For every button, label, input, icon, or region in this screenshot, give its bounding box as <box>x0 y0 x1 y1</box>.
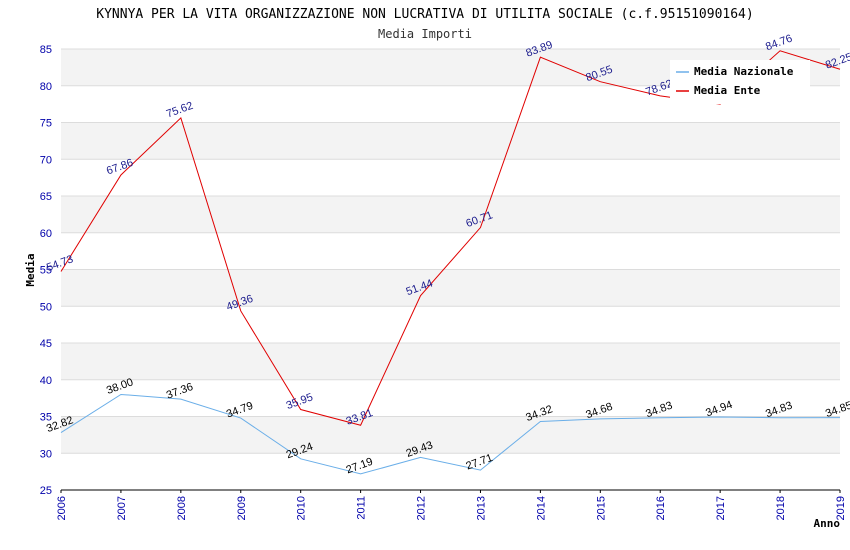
legend: Media Nazionale Media Ente <box>670 60 810 104</box>
legend-label-media-ente: Media Ente <box>694 84 761 97</box>
y-tick-label: 80 <box>40 81 52 93</box>
series-line-media-nazionale <box>60 393 841 475</box>
chart-subtitle: Media Importi <box>378 27 472 41</box>
x-tick-label: 2018 <box>775 496 787 520</box>
grid-band <box>61 269 840 307</box>
y-tick-label: 30 <box>40 448 52 460</box>
grid-band <box>61 343 840 380</box>
x-axis-ticks: 2006 2007 2008 2009 2010 2011 2012 2013 2014 2015… <box>56 490 847 520</box>
grid-band <box>61 453 840 490</box>
y-tick-label: 70 <box>40 154 52 166</box>
y-axis-title: Media <box>24 253 37 286</box>
y-tick-label: 60 <box>40 228 52 240</box>
grid-band <box>61 232 840 270</box>
chart-title: KYNNYA PER LA VITA ORGANIZZAZIONE NON LU… <box>96 7 753 22</box>
y-tick-label: 50 <box>40 301 52 313</box>
y-tick-label: 55 <box>40 265 52 277</box>
x-axis-title: Anno <box>814 517 841 530</box>
grid-band <box>61 122 840 160</box>
x-tick-label: 2010 <box>296 496 308 520</box>
plot-background-bands <box>61 49 840 490</box>
x-tick-label: 2015 <box>595 496 607 520</box>
y-tick-label: 45 <box>40 338 52 350</box>
x-tick-label: 2017 <box>715 496 727 520</box>
legend-label-media-nazionale: Media Nazionale <box>694 65 794 78</box>
grid-band <box>61 379 840 417</box>
x-tick-label: 2009 <box>236 496 248 520</box>
y-tick-label: 40 <box>40 375 52 387</box>
x-tick-label: 2007 <box>116 496 128 520</box>
grid-band <box>61 159 840 196</box>
y-tick-label: 35 <box>40 412 52 424</box>
x-tick-label: 2011 <box>356 496 368 520</box>
x-tick-label: 2013 <box>475 496 487 520</box>
x-tick-label: 2016 <box>655 496 667 520</box>
legend-box <box>670 60 810 104</box>
y-tick-label: 25 <box>40 485 52 497</box>
x-tick-label: 2012 <box>416 496 428 520</box>
grid-band <box>61 306 840 343</box>
x-tick-label: 2014 <box>535 496 547 520</box>
y-axis-ticks: 25 30 35 40 45 50 55 60 65 70 75 80 85 <box>40 44 52 497</box>
y-tick-label: 85 <box>40 44 52 56</box>
grid-band <box>61 196 840 233</box>
x-tick-label: 2006 <box>56 496 68 520</box>
y-tick-label: 65 <box>40 191 52 203</box>
x-tick-label: 2019 <box>835 496 847 520</box>
x-tick-label: 2008 <box>176 496 188 520</box>
grid-band <box>61 416 840 454</box>
y-tick-label: 75 <box>40 118 52 130</box>
